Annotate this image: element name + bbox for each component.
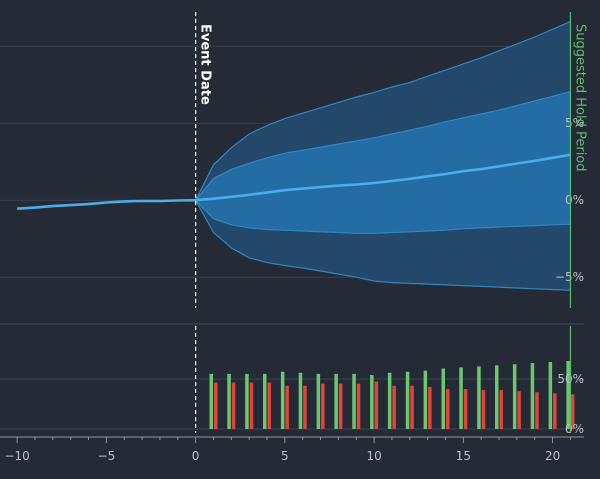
positive-bar <box>387 372 392 429</box>
positive-bar <box>548 362 553 429</box>
returns-lines <box>17 21 571 291</box>
negative-bar <box>285 385 289 429</box>
positive-bar <box>566 361 570 429</box>
x-tick-label: 5 <box>281 449 289 463</box>
mean-return-line <box>17 153 571 210</box>
positive-bar <box>459 367 463 429</box>
x-tick-label: −5 <box>98 449 116 463</box>
negative-bar <box>428 386 432 429</box>
positive-bar <box>495 365 499 429</box>
hit-rate-y-axis: 0%50% <box>557 372 584 436</box>
positive-bar <box>370 375 374 429</box>
negative-bar <box>499 390 503 429</box>
returns-bands <box>195 21 571 291</box>
positive-bar <box>316 373 321 429</box>
positive-bar <box>441 368 445 429</box>
inner-lower-edge <box>195 199 571 234</box>
positive-bar <box>334 373 338 429</box>
positive-bar <box>227 373 231 429</box>
x-tick-label: 10 <box>366 449 381 463</box>
negative-bar <box>410 385 414 429</box>
x-tick-label: 0 <box>192 449 200 463</box>
positive-bar <box>280 371 285 429</box>
negative-bar <box>463 389 468 429</box>
hit-rate-y-tick-label: 0% <box>565 422 584 436</box>
event-date-label: Event Date <box>198 24 213 105</box>
positive-bar <box>530 363 535 429</box>
negative-bar <box>338 383 343 429</box>
returns-y-axis: −5% 0% 5% <box>555 116 584 284</box>
negative-bar <box>214 382 218 429</box>
x-tick-label: 20 <box>545 449 560 463</box>
negative-bar <box>267 382 271 429</box>
outer-lower-edge <box>195 199 571 291</box>
negative-bar <box>374 381 379 429</box>
inner-confidence-band <box>195 91 571 234</box>
positive-bar <box>405 371 410 429</box>
negative-bar <box>392 385 396 429</box>
x-axis: −10 −5 0 5 10 15 20 <box>0 436 584 463</box>
positive-bar <box>512 364 517 429</box>
positive-bar <box>263 373 267 429</box>
positive-bar <box>352 373 356 429</box>
suggested-hold-period-label: Suggested Hold Period <box>572 24 587 172</box>
negative-bar <box>553 393 557 429</box>
positive-bar <box>209 373 213 429</box>
vertical-markers <box>195 12 572 433</box>
x-tick-label: −10 <box>4 449 29 463</box>
outer-upper-edge <box>195 21 571 201</box>
negative-bar <box>321 383 325 429</box>
inner-upper-edge <box>195 91 571 201</box>
negative-bar <box>249 382 254 429</box>
negative-bar <box>446 389 450 429</box>
positive-bar <box>298 372 303 429</box>
positive-bar <box>477 366 481 429</box>
negative-bar <box>356 383 361 429</box>
negative-bar <box>481 390 486 429</box>
x-tick-label: 15 <box>456 449 471 463</box>
negative-bar <box>570 394 575 429</box>
negative-bar <box>535 392 539 429</box>
negative-bar <box>231 382 236 429</box>
returns-y-tick-label: −5% <box>555 270 584 284</box>
negative-bar <box>517 391 521 429</box>
hit-rate-bars <box>209 361 575 429</box>
returns-y-tick-label: 0% <box>565 193 584 207</box>
negative-bar <box>303 385 307 429</box>
positive-bar <box>245 373 249 429</box>
returns-y-tick-label: 5% <box>565 116 584 130</box>
positive-bar <box>423 370 428 429</box>
